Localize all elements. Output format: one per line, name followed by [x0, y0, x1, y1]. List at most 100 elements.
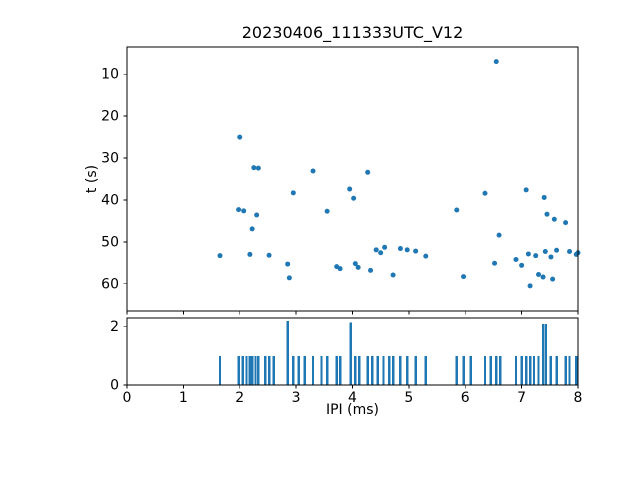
scatter-point	[237, 134, 243, 140]
top-axes-frame	[126, 46, 579, 312]
scatter-point	[540, 274, 546, 280]
scatter-point	[397, 246, 403, 252]
scatter-point	[513, 256, 519, 262]
scatter-point	[567, 248, 573, 254]
histogram-bar	[541, 323, 545, 385]
scatter-point	[423, 253, 429, 259]
histogram-bar	[272, 355, 275, 385]
histogram-bar	[267, 355, 271, 385]
scatter-point	[482, 190, 488, 196]
scatter-point	[563, 220, 569, 226]
scatter-point	[404, 247, 410, 253]
scatter-point	[378, 250, 384, 256]
scatter-point	[536, 272, 542, 278]
y-tick-label: 50	[101, 234, 119, 250]
scatter-point	[544, 211, 550, 217]
histogram-bar	[528, 355, 532, 385]
scatter-point	[352, 261, 358, 267]
scatter-point	[525, 251, 531, 257]
y-tick-label: 2	[110, 319, 119, 335]
y-tick-label: 40	[101, 192, 119, 208]
scatter-point	[266, 252, 272, 258]
histogram-bar	[311, 355, 315, 385]
histogram-bar	[358, 355, 361, 385]
scatter-point	[365, 169, 371, 175]
scatter-point	[249, 226, 255, 232]
histogram-bar	[325, 355, 329, 385]
scatter-point	[493, 59, 499, 65]
histogram-bar	[237, 355, 240, 385]
scatter-point	[413, 248, 419, 254]
histogram-bar	[257, 355, 260, 385]
histogram-bar	[292, 355, 295, 385]
scatter-point	[337, 266, 343, 272]
scatter-point	[236, 207, 242, 213]
y-axis-label: t (s)	[84, 164, 100, 194]
histogram-bar	[399, 355, 402, 385]
histogram-bar	[320, 355, 323, 385]
x-tick-label: 5	[404, 390, 413, 406]
histogram-bar	[335, 355, 338, 385]
histogram-bar	[520, 355, 523, 385]
y-tick-label: 20	[101, 109, 119, 125]
histogram-bar	[532, 355, 536, 385]
scatter-point	[347, 186, 353, 192]
histogram-bar	[248, 355, 252, 385]
scatter-point	[254, 212, 260, 218]
x-tick-label: 8	[574, 390, 583, 406]
scatter-point	[527, 283, 533, 289]
x-tick-label: 7	[517, 390, 526, 406]
histogram-bar	[424, 355, 427, 385]
scatter-point	[373, 247, 379, 253]
histogram-bar	[575, 355, 578, 385]
scatter-point	[324, 208, 330, 214]
scatter-point	[286, 275, 292, 281]
histogram-bar	[462, 355, 465, 385]
scatter-point	[255, 165, 261, 171]
scatter-point	[496, 232, 502, 238]
scatter-point	[285, 261, 291, 267]
bottom-axes-frame	[126, 317, 579, 386]
scatter-point	[550, 276, 556, 282]
histogram-bar	[544, 323, 548, 385]
histogram-bar	[568, 355, 571, 385]
histogram-bar	[524, 355, 528, 385]
scatter-point	[533, 253, 539, 259]
scatter-point	[554, 247, 560, 253]
x-tick-label: 1	[179, 390, 188, 406]
scatter-point	[519, 262, 525, 268]
scatter-point	[251, 165, 257, 171]
y-tick-label: 0	[110, 378, 119, 394]
histogram-bar	[489, 355, 492, 385]
scatter-point	[541, 194, 547, 200]
histogram-bar	[371, 355, 374, 385]
histogram-bar	[245, 355, 248, 385]
scatter-point	[382, 244, 388, 250]
histogram-bar	[414, 355, 417, 385]
histogram-bar	[382, 355, 385, 385]
histogram-bar	[263, 355, 267, 385]
scatter-point	[217, 253, 223, 259]
histogram-bar	[537, 355, 540, 385]
histogram-bar	[549, 355, 553, 385]
histogram-bar	[250, 355, 254, 385]
scatter-point	[351, 195, 357, 201]
scatter-point	[551, 216, 557, 222]
histogram-bar	[555, 355, 558, 385]
scatter-point	[310, 168, 316, 174]
scatter-point	[368, 267, 374, 273]
chart-title: 20230406_111333UTC_V12	[241, 23, 464, 42]
scatter-point	[492, 260, 498, 266]
x-tick-label: 4	[348, 390, 357, 406]
histogram-bar	[455, 355, 458, 385]
scatter-point	[461, 274, 467, 280]
x-tick-label: 2	[235, 390, 244, 406]
scatter-point	[390, 272, 396, 278]
y-tick-label: 60	[101, 276, 119, 292]
scatter-point	[247, 251, 253, 257]
y-tick-label: 10	[101, 67, 119, 83]
histogram-bar	[469, 355, 473, 385]
histogram-bar	[564, 355, 567, 385]
